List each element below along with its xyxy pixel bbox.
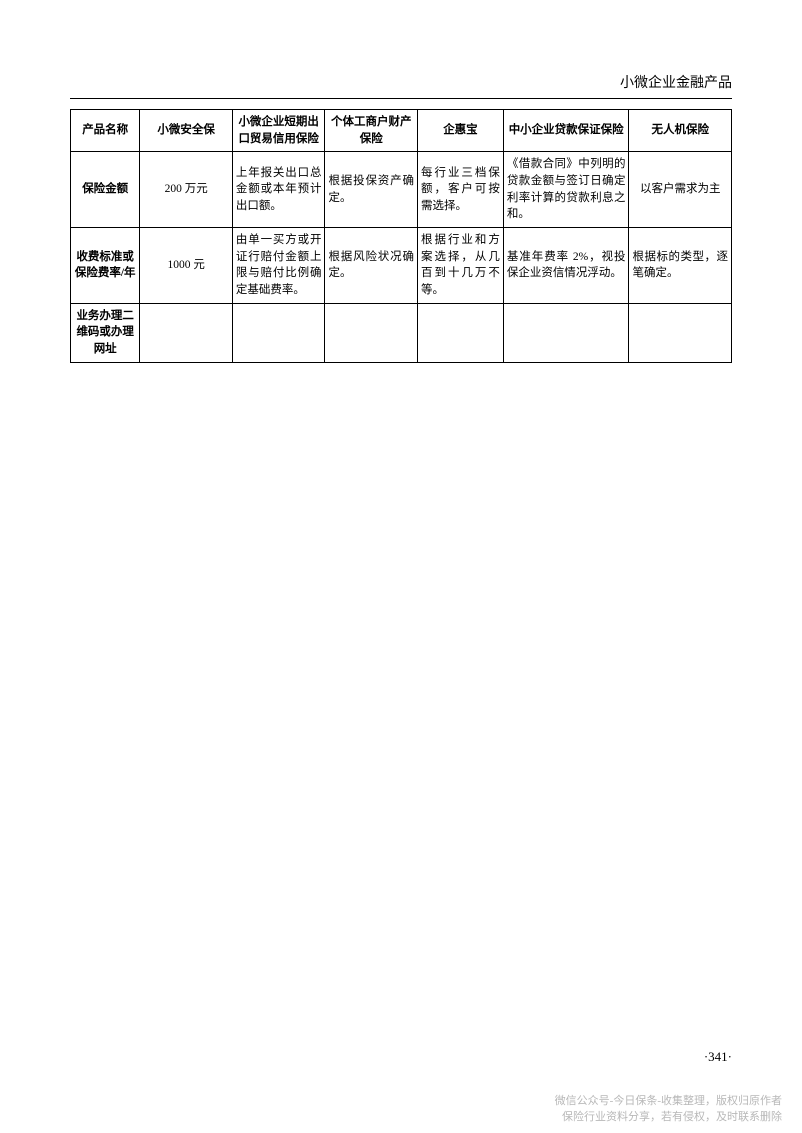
row-label: 业务办理二维码或办理网址 <box>71 303 140 362</box>
table-row: 业务办理二维码或办理网址 <box>71 303 732 362</box>
col-header: 中小企业贷款保证保险 <box>503 110 629 152</box>
col-header: 产品名称 <box>71 110 140 152</box>
footer-line: 保险行业资料分享，若有侵权，及时联系删除 <box>555 1110 782 1125</box>
table-cell: 上年报关出口总金额或本年预计出口额。 <box>232 152 325 228</box>
product-table: 产品名称 小微安全保 小微企业短期出口贸易信用保险 个体工商户财产保险 企惠宝 … <box>70 109 732 363</box>
document-page: 小微企业金融产品 产品名称 小微安全保 小微企业短期出口贸易信用保险 个体工商户… <box>0 0 802 1133</box>
table-cell: 根据投保资产确定。 <box>325 152 418 228</box>
table-cell: 1000 元 <box>140 228 233 304</box>
table-cell: 《借款合同》中列明的贷款金额与签订日确定利率计算的贷款利息之和。 <box>503 152 629 228</box>
table-cell: 根据行业和方案选择，从几百到十几万不等。 <box>417 228 503 304</box>
table-cell: 每行业三档保额，客户可按需选择。 <box>417 152 503 228</box>
col-header: 无人机保险 <box>629 110 732 152</box>
row-label: 收费标准或保险费率/年 <box>71 228 140 304</box>
table-cell: 基准年费率 2%，视投保企业资信情况浮动。 <box>503 228 629 304</box>
table-cell <box>325 303 418 362</box>
col-header: 个体工商户财产保险 <box>325 110 418 152</box>
table-cell: 由单一买方或开证行赔付金额上限与赔付比例确定基础费率。 <box>232 228 325 304</box>
footer-watermark: 微信公众号-今日保条-收集整理，版权归原作者 保险行业资料分享，若有侵权，及时联… <box>555 1094 782 1125</box>
page-header-title: 小微企业金融产品 <box>70 72 732 99</box>
table-cell <box>417 303 503 362</box>
footer-line: 微信公众号-今日保条-收集整理，版权归原作者 <box>555 1094 782 1109</box>
table-cell: 根据风险状况确定。 <box>325 228 418 304</box>
row-label: 保险金额 <box>71 152 140 228</box>
table-cell: 200 万元 <box>140 152 233 228</box>
table-cell <box>232 303 325 362</box>
table-header-row: 产品名称 小微安全保 小微企业短期出口贸易信用保险 个体工商户财产保险 企惠宝 … <box>71 110 732 152</box>
table-cell <box>140 303 233 362</box>
table-cell <box>503 303 629 362</box>
col-header: 小微安全保 <box>140 110 233 152</box>
table-cell <box>629 303 732 362</box>
page-number: ·341· <box>704 1049 732 1065</box>
table-row: 收费标准或保险费率/年 1000 元 由单一买方或开证行赔付金额上限与赔付比例确… <box>71 228 732 304</box>
table-row: 保险金额 200 万元 上年报关出口总金额或本年预计出口额。 根据投保资产确定。… <box>71 152 732 228</box>
col-header: 企惠宝 <box>417 110 503 152</box>
table-cell: 以客户需求为主 <box>629 152 732 228</box>
table-cell: 根据标的类型，逐笔确定。 <box>629 228 732 304</box>
col-header: 小微企业短期出口贸易信用保险 <box>232 110 325 152</box>
